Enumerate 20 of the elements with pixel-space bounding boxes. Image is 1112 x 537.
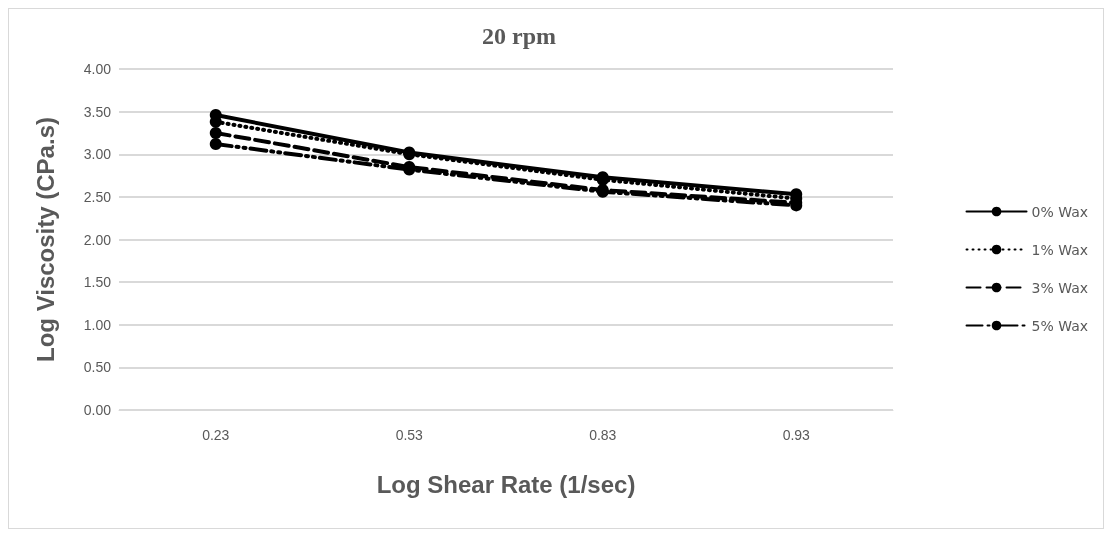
x-tick-label: 0.93 <box>782 427 811 443</box>
x-axis-title: Log Shear Rate (1/sec) <box>376 470 636 498</box>
legend-label: 1% Wax <box>1031 241 1089 258</box>
chart-title: 20 rpm <box>482 23 556 49</box>
y-tick-label: 3.00 <box>83 146 112 163</box>
x-tick-label: 0.23 <box>202 427 230 443</box>
x-tick-label: 0.53 <box>395 427 424 443</box>
y-tick-label: 1.00 <box>83 316 112 333</box>
legend-label: 3% Wax <box>1031 279 1089 296</box>
y-tick-label: 3.50 <box>83 103 112 120</box>
y-tick-label: 0.00 <box>83 402 112 418</box>
y-axis-title: Log Viscosity (CPa.s) <box>31 117 59 362</box>
y-tick-label: 2.50 <box>83 188 112 205</box>
legend-label: 5% Wax <box>1031 317 1089 334</box>
y-tick-label: 0.50 <box>83 359 112 376</box>
y-tick-label: 1.50 <box>83 274 112 291</box>
y-tick-label: 2.00 <box>83 231 112 248</box>
x-tick-label: 0.83 <box>589 427 617 443</box>
legend-label: 0% Wax <box>1031 203 1089 220</box>
y-tick-label: 4.00 <box>83 61 112 77</box>
